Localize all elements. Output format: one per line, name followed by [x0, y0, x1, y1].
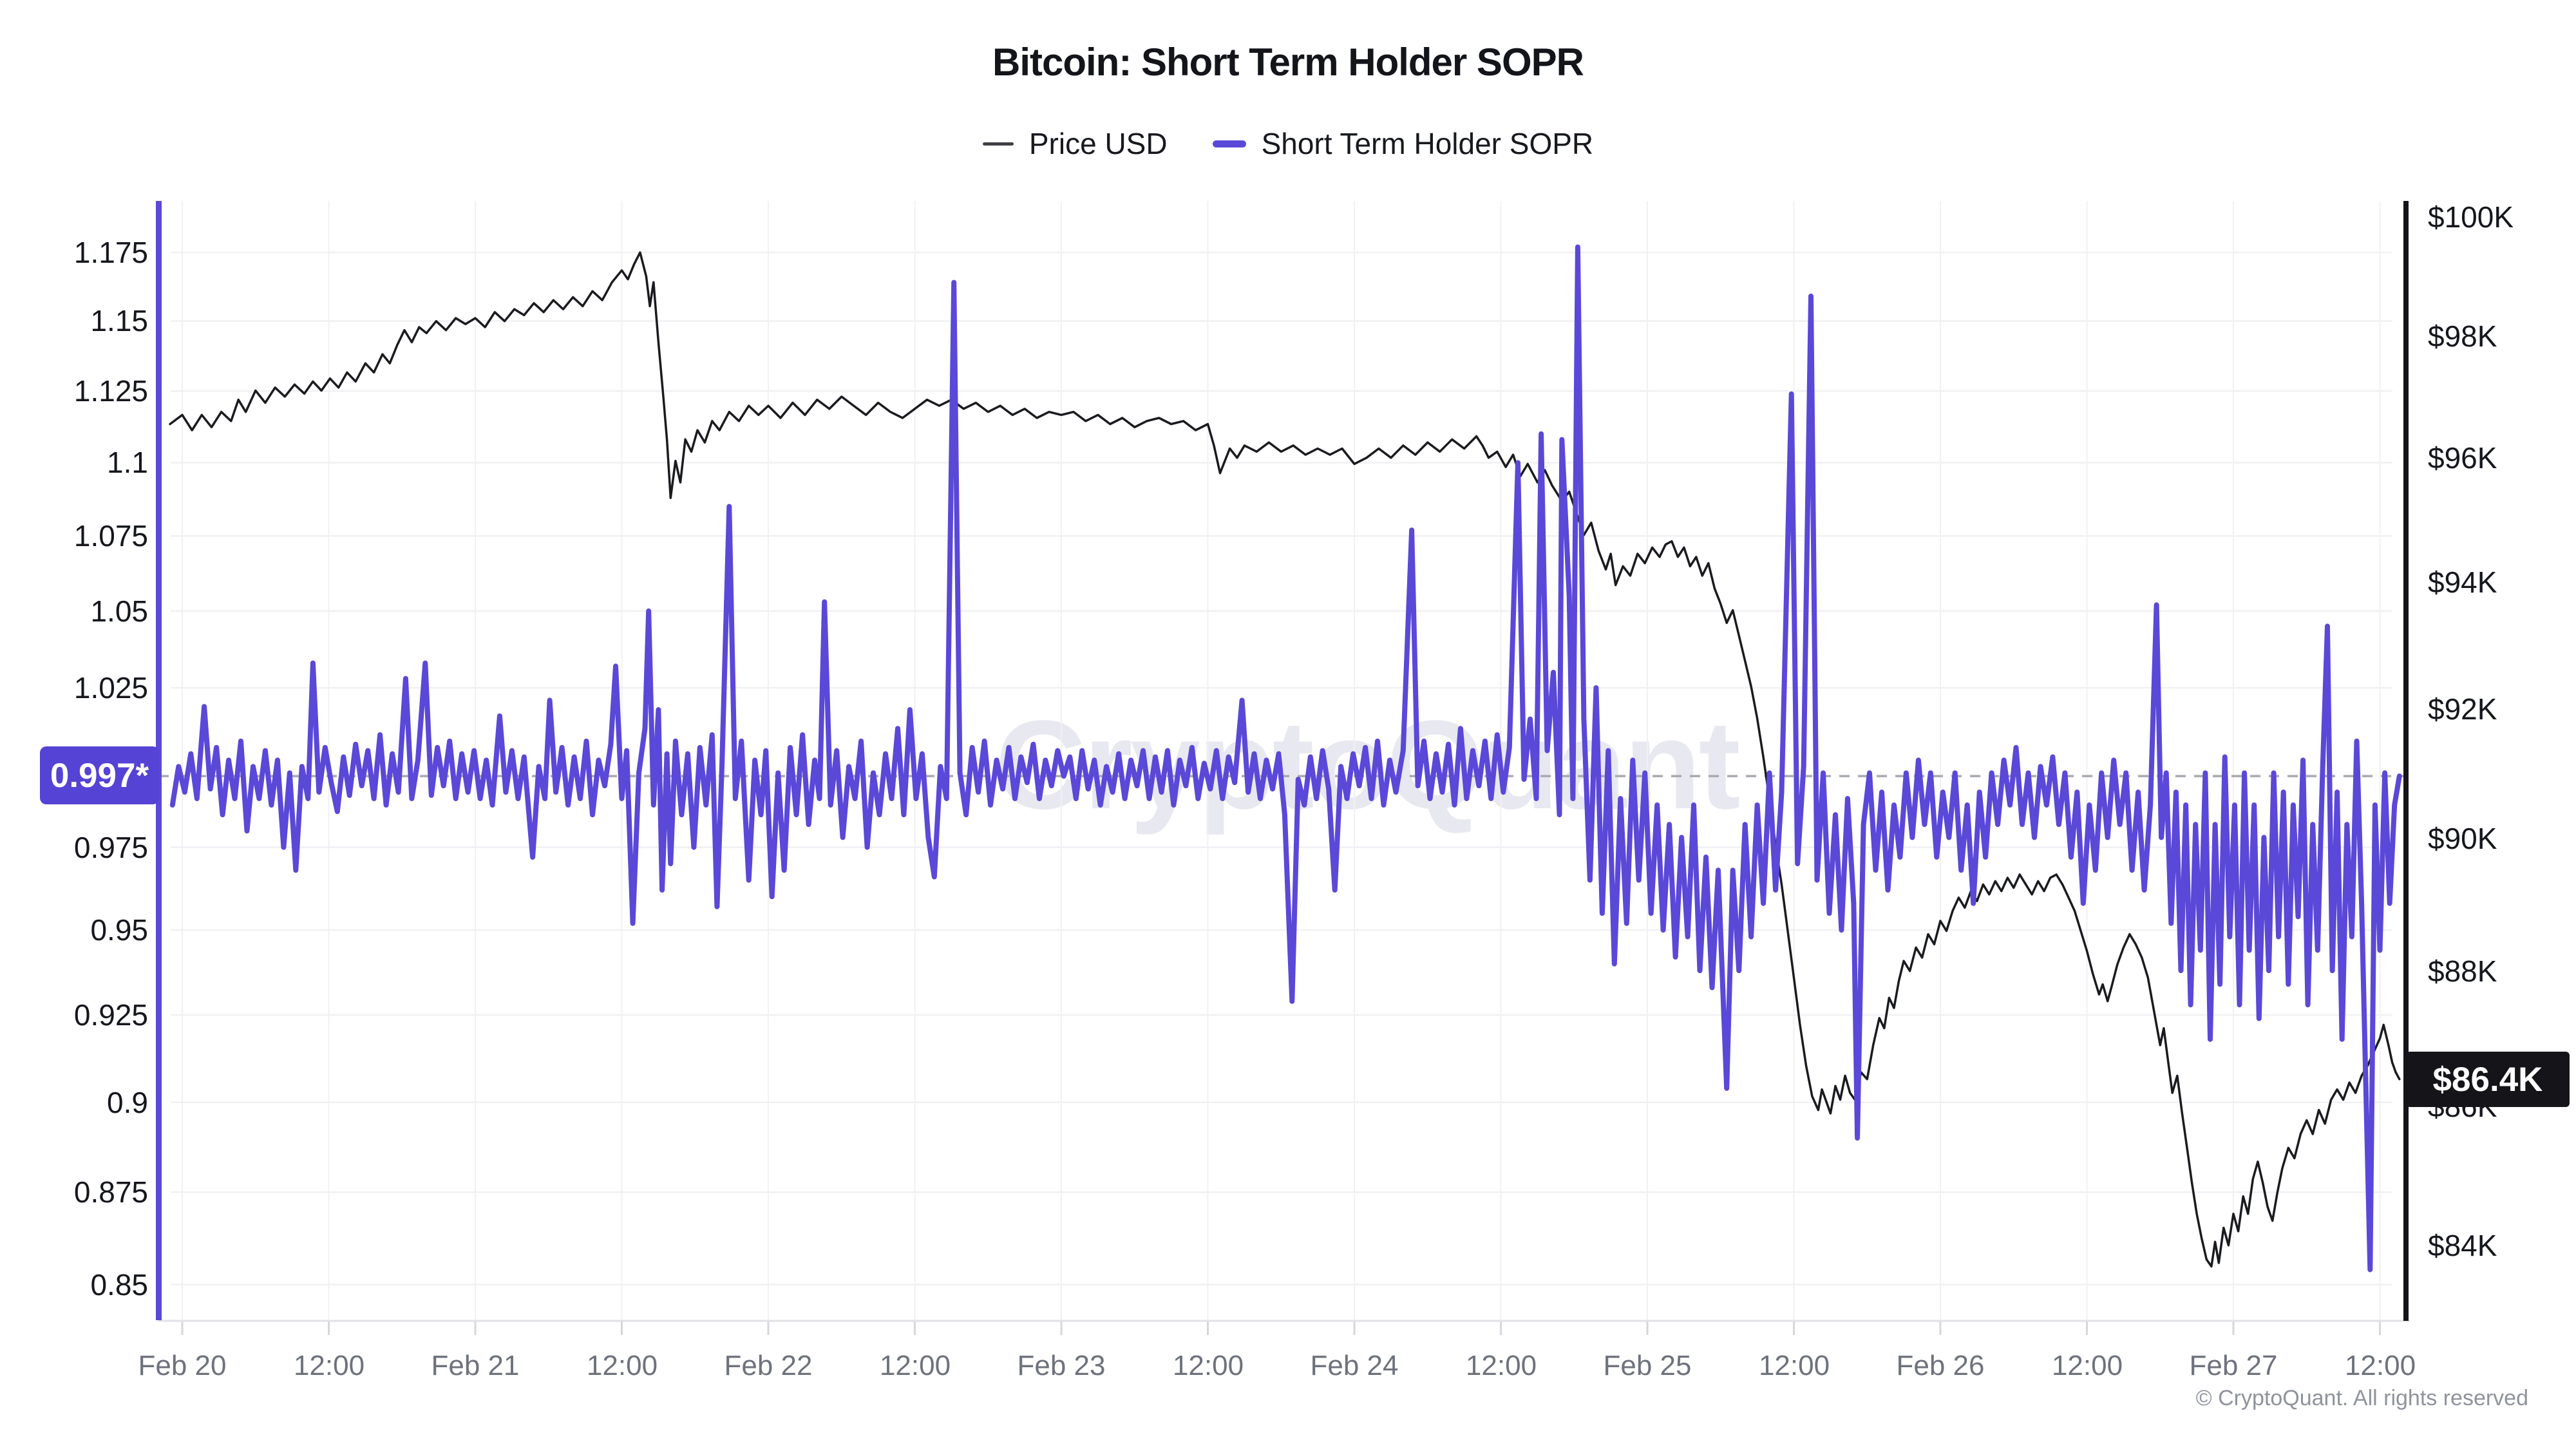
price-line-swatch-icon: [982, 142, 1014, 146]
time-tick-label: 12:00: [1758, 1350, 1830, 1381]
time-tick-label: Feb 20: [138, 1350, 227, 1381]
sopr-tick-label: 1.05: [90, 594, 148, 628]
price-tick-label: $98K: [2428, 319, 2497, 353]
price-tick-label: $96K: [2428, 441, 2497, 475]
sopr-tick-label: 0.95: [90, 913, 148, 947]
price-tick-label: $88K: [2428, 954, 2497, 988]
legend: Price USD Short Term Holder SOPR: [0, 126, 2576, 161]
price-tick-label: $84K: [2428, 1229, 2497, 1262]
sopr-last-value-badge: 0.997*: [40, 746, 159, 804]
price-tick-label: $94K: [2428, 565, 2497, 599]
sopr-tick-label: 0.975: [73, 831, 148, 864]
legend-label-price-usd: Price USD: [1028, 127, 1168, 160]
legend-label-sth-sopr: Short Term Holder SOPR: [1261, 127, 1594, 160]
time-tick-label: 12:00: [879, 1350, 951, 1381]
time-tick-label: Feb 25: [1603, 1350, 1692, 1381]
time-tick-label: 12:00: [2051, 1350, 2123, 1381]
sopr-tick-label: 1.15: [90, 304, 148, 337]
price-tick-label: $100K: [2428, 200, 2514, 234]
sopr-tick-label: 0.925: [73, 998, 148, 1032]
time-tick-label: 12:00: [1465, 1350, 1537, 1381]
price-tick-label: $92K: [2428, 692, 2497, 726]
sopr-tick-label: 1.1: [107, 446, 148, 479]
time-tick-label: 12:00: [1172, 1350, 1244, 1381]
time-tick-label: Feb 24: [1310, 1350, 1399, 1381]
time-tick-label: 12:00: [293, 1350, 365, 1381]
legend-item-price-usd[interactable]: Price USD: [982, 126, 1168, 161]
time-tick-label: Feb 21: [431, 1350, 520, 1381]
copyright-notice: © CryptoQuant. All rights reserved: [2195, 1386, 2528, 1410]
time-tick-label: Feb 26: [1896, 1350, 1985, 1381]
price-usd-line: [169, 251, 2401, 1268]
sopr-tick-label: 1.025: [73, 671, 148, 705]
sopr-line-swatch-icon: [1212, 140, 1246, 147]
sopr-tick-label: 1.175: [73, 236, 148, 269]
sopr-tick-label: 0.85: [90, 1268, 148, 1302]
time-tick-label: 12:00: [2344, 1350, 2416, 1381]
sopr-tick-label: 1.075: [73, 519, 148, 553]
price-last-value-badge: $86.4K: [2406, 1052, 2570, 1107]
chart-title: Bitcoin: Short Term Holder SOPR: [992, 41, 1584, 84]
legend-item-sth-sopr[interactable]: Short Term Holder SOPR: [1212, 126, 1594, 161]
time-tick-label: Feb 27: [2189, 1350, 2278, 1381]
time-tick-label: 12:00: [586, 1350, 658, 1381]
time-tick-label: Feb 22: [724, 1350, 813, 1381]
sopr-tick-label: 0.875: [73, 1175, 148, 1209]
sopr-tick-label: 0.9: [107, 1086, 148, 1119]
sopr-tick-label: 1.125: [73, 374, 148, 408]
price-tick-label: $90K: [2428, 822, 2497, 855]
sth-sopr-line: [169, 244, 2402, 1273]
time-tick-label: Feb 23: [1017, 1350, 1106, 1381]
